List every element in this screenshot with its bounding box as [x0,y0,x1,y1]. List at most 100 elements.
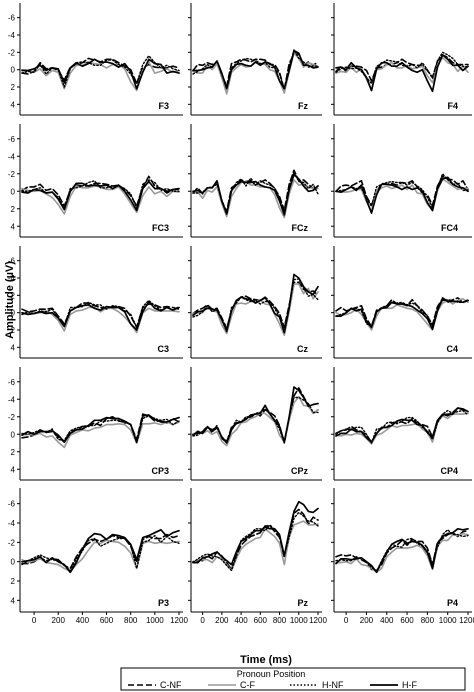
x-tick-label: 600 [400,616,414,625]
legend-label: C-F [240,680,255,690]
x-tick-label: 0 [344,616,349,625]
channel-label: C3 [157,344,169,354]
series-line-h-nf [335,409,469,444]
channel-label: FCz [292,223,309,233]
channel-label: P4 [447,598,458,608]
channel-label: CP3 [151,466,169,476]
series-line-h-f [335,527,469,574]
series-line-c-f [21,539,180,573]
y-tick-label: -4 [8,152,16,161]
series-line-h-f [21,58,180,90]
channel-label: F3 [158,101,169,111]
y-tick-label: -6 [8,378,16,387]
series-line-h-nf [192,396,319,444]
panel-c3: -6 -4 -2 0 2 4 C3 [8,246,183,359]
series-line-c-nf [192,387,319,444]
x-tick-label: 1200 [459,616,474,625]
y-tick-label: -6 [8,500,16,509]
x-tick-label: 600 [254,616,268,625]
series-line-c-f [335,56,469,92]
series-line-c-nf [335,529,469,572]
y-tick-label: -2 [8,291,16,300]
panel-fcz: FCz [188,124,322,238]
panel-f3: -6 -4 -2 0 2 4 F3 [8,3,183,116]
series-line-h-f [335,54,469,93]
channel-label: CP4 [440,466,458,476]
channel-label: Fz [298,101,308,111]
y-tick-label: -2 [8,170,16,179]
y-tick-label: 2 [11,326,16,335]
series-line-c-f [21,61,180,92]
series-line-h-nf [335,529,469,572]
y-tick-label: -2 [8,413,16,422]
x-tick-label: 400 [76,616,90,625]
series-line-h-nf [21,299,180,329]
series-line-h-nf [21,55,180,88]
y-tick-label: 4 [11,465,16,474]
y-tick-label: -4 [8,519,16,528]
y-tick-label: 0 [11,187,16,196]
panel-cp4: CP4 [331,367,472,481]
series-line-h-nf [21,534,180,572]
x-tick-label: 400 [234,616,248,625]
y-tick-label: 0 [11,558,16,567]
series-line-c-f [335,532,469,574]
y-tick-label: 4 [11,596,16,605]
y-tick-label: 4 [11,100,16,109]
x-tick-label: 600 [100,616,114,625]
channel-label: Pz [297,598,308,608]
series-line-h-nf [192,511,319,572]
y-tick-label: -4 [8,274,16,283]
series-line-c-nf [21,413,180,443]
legend-title: Pronoun Position [237,669,306,679]
panel-cp3: -6 -4 -2 0 2 4 CP3 [8,367,183,481]
series-line-c-nf [335,407,469,443]
y-tick-label: 2 [11,577,16,586]
y-tick-label: 2 [11,448,16,457]
panel-grid: -6 -4 -2 0 2 4 F3 Fz F4 -6 -4 -2 0 2 4 FC3 FCz FC4 -6 -4 -2 0… [8,3,474,625]
legend-label: C-NF [160,680,182,690]
panel-p4: 0 200 400 600 800 10001200P4 [331,488,474,625]
series-line-h-f [21,180,180,212]
legend-item-c-f: C-F [208,680,255,690]
legend-item-c-nf: C-NF [128,680,182,690]
legend-label: H-F [402,680,417,690]
legend-label: H-NF [322,680,344,690]
channel-label: CPz [291,466,309,476]
y-tick-label: 0 [11,66,16,75]
x-tick-label: 200 [215,616,229,625]
y-tick-label: -4 [8,31,16,40]
x-tick-label: 200 [360,616,374,625]
series-line-c-nf [21,175,180,207]
y-tick-label: 0 [11,309,16,318]
series-line-h-f [335,407,469,443]
x-tick-label: 1200 [309,616,327,625]
legend-item-h-nf: H-NF [290,680,344,690]
x-tick-label: 400 [380,616,394,625]
y-tick-label: -4 [8,395,16,404]
x-tick-label: 1200 [170,616,188,625]
series-line-h-f [192,49,319,90]
series-line-h-f [21,528,180,574]
series-line-c-nf [192,281,319,330]
series-line-c-nf [21,533,180,570]
series-line-c-f [21,306,180,334]
x-tick-label: 0 [200,616,205,625]
series-line-c-f [192,520,319,572]
y-tick-label: 0 [11,430,16,439]
y-tick-label: -2 [8,48,16,57]
x-tick-label: 0 [32,616,37,625]
x-tick-label: 800 [421,616,435,625]
y-tick-label: 2 [11,83,16,92]
series-line-c-nf [192,508,319,571]
panel-cpz: CPz [188,367,322,481]
x-tick-label: 1000 [290,616,308,625]
y-tick-label: 2 [11,205,16,214]
panel-fz: Fz [188,3,322,116]
y-tick-label: 4 [11,222,16,231]
channel-label: F4 [447,101,458,111]
x-tick-label: 800 [124,616,138,625]
channel-label: C4 [446,344,458,354]
